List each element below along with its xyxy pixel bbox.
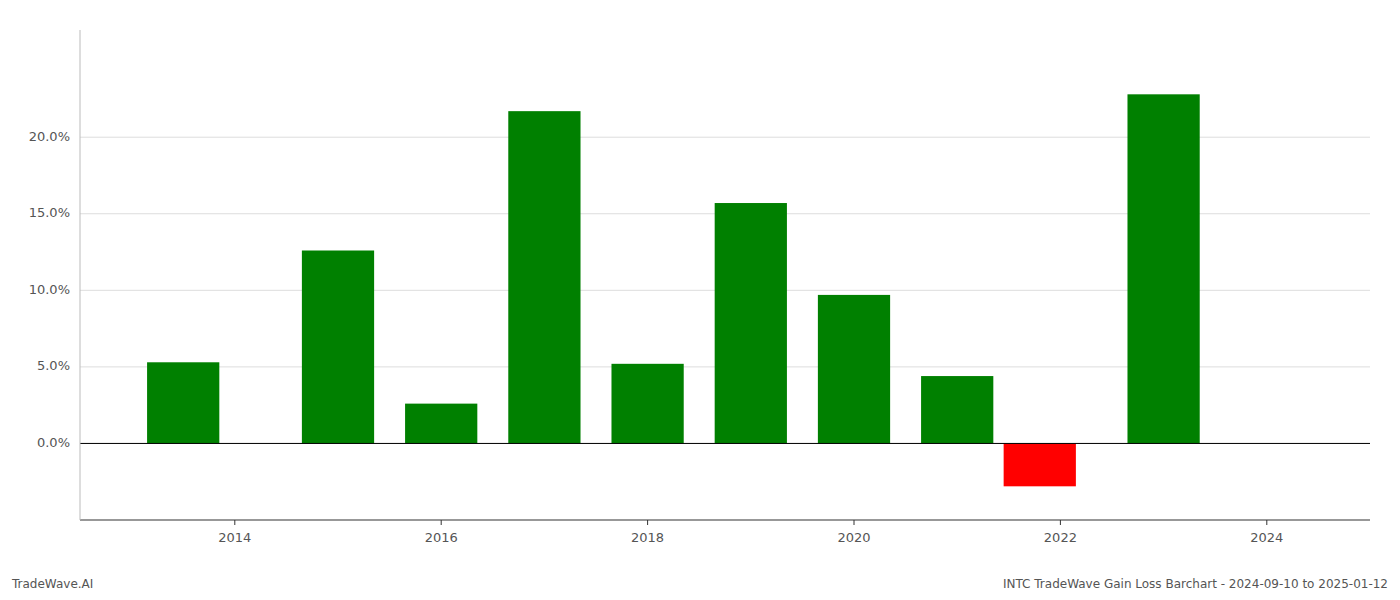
chart: 0.0% 5.0% 10.0% 15.0% 20.0% 2014 2016 2018 2020 2… xyxy=(0,0,1400,600)
x-axis-line xyxy=(80,519,1370,520)
bar xyxy=(818,295,890,444)
grid-line xyxy=(80,443,1370,444)
x-tick xyxy=(854,520,855,525)
bars xyxy=(147,94,1200,486)
x-tick-label: 2014 xyxy=(218,530,251,545)
y-tick-label: 0.0% xyxy=(37,435,70,450)
bar xyxy=(611,364,683,444)
x-tick xyxy=(1060,520,1061,525)
bar xyxy=(921,376,993,443)
footer-text: INTC TradeWave Gain Loss Barchart - 2024… xyxy=(1003,577,1388,591)
x-tick-label: 2022 xyxy=(1044,530,1077,545)
x-tick xyxy=(647,520,648,525)
x-tick-label: 2020 xyxy=(837,530,870,545)
bar xyxy=(1004,443,1076,486)
bar xyxy=(302,251,374,444)
bar xyxy=(405,404,477,444)
bar xyxy=(508,111,580,443)
x-tick xyxy=(441,520,442,525)
y-tick-label: 15.0% xyxy=(29,205,70,220)
y-tick-label: 10.0% xyxy=(29,282,70,297)
x-tick-label: 2016 xyxy=(425,530,458,545)
background xyxy=(0,0,1400,600)
chart-container: 0.0% 5.0% 10.0% 15.0% 20.0% 2014 2016 2018 2020 2… xyxy=(0,0,1400,600)
y-tick-label: 20.0% xyxy=(29,129,70,144)
x-tick-label: 2024 xyxy=(1250,530,1283,545)
bar xyxy=(715,203,787,443)
footer-text: TradeWave.AI xyxy=(11,577,93,591)
x-tick xyxy=(1266,520,1267,525)
x-tick-label: 2018 xyxy=(631,530,664,545)
zero-line xyxy=(80,443,1370,444)
y-tick-label: 5.0% xyxy=(37,358,70,373)
x-tick xyxy=(234,520,235,525)
y-axis-line xyxy=(80,30,81,520)
bar xyxy=(1127,94,1199,443)
bar xyxy=(147,362,219,443)
